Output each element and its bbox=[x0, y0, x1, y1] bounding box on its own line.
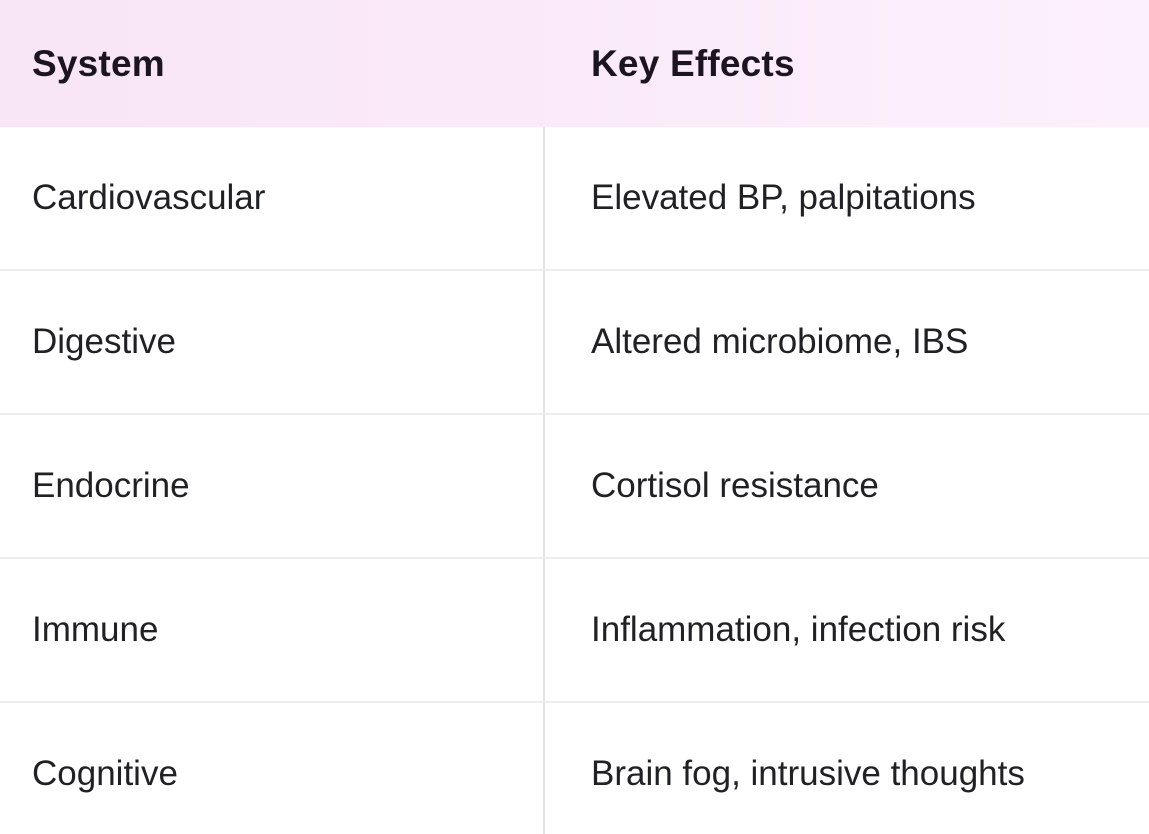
system-cell: Cognitive bbox=[32, 754, 178, 793]
effects-cell: Inflammation, infection risk bbox=[591, 610, 1006, 649]
table-row: Cardiovascular Elevated BP, palpitations bbox=[0, 127, 1149, 271]
effects-cell: Brain fog, intrusive thoughts bbox=[591, 754, 1025, 793]
table-body: Cardiovascular Elevated BP, palpitations… bbox=[0, 127, 1149, 834]
column-header-system: System bbox=[32, 42, 165, 84]
column-divider bbox=[543, 127, 545, 834]
table-row: Digestive Altered microbiome, IBS bbox=[0, 271, 1149, 415]
effects-cell: Elevated BP, palpitations bbox=[591, 178, 976, 217]
system-cell: Immune bbox=[32, 610, 159, 649]
table-row: Endocrine Cortisol resistance bbox=[0, 415, 1149, 559]
system-cell: Digestive bbox=[32, 322, 176, 361]
column-header-key-effects: Key Effects bbox=[591, 42, 795, 84]
table-row: Immune Inflammation, infection risk bbox=[0, 559, 1149, 703]
effects-cell: Cortisol resistance bbox=[591, 466, 879, 505]
system-cell: Endocrine bbox=[32, 466, 190, 505]
table-row: Cognitive Brain fog, intrusive thoughts bbox=[0, 703, 1149, 834]
effects-cell: Altered microbiome, IBS bbox=[591, 322, 969, 361]
system-cell: Cardiovascular bbox=[32, 178, 266, 217]
table-header-row: System Key Effects bbox=[0, 0, 1149, 127]
